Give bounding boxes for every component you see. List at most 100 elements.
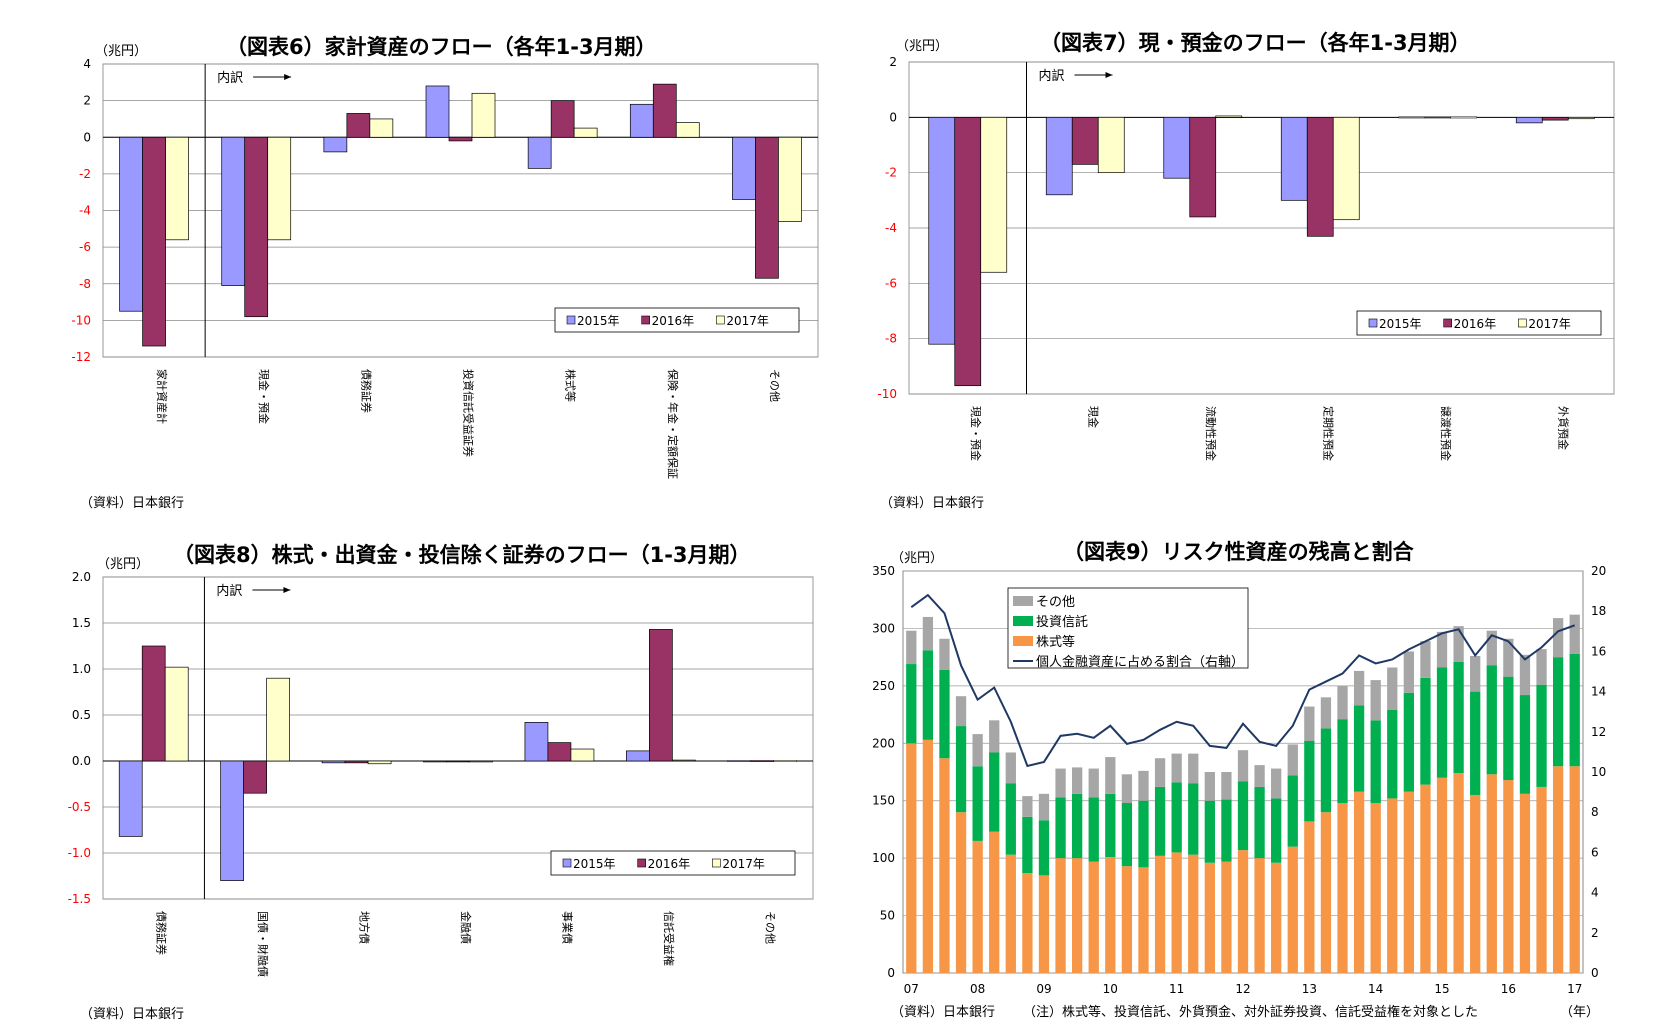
- fig9-bar-segment: [1072, 793, 1083, 859]
- fig9-bar-segment: [1320, 728, 1332, 813]
- fig6-bar: [527, 136, 552, 169]
- fig9-bar-segment: [1337, 685, 1348, 720]
- fig9-bar-segment: [1105, 757, 1116, 794]
- fig9-y-tick-label: 250: [872, 679, 895, 693]
- fig9-bar-segment: [1552, 657, 1564, 767]
- fig9-x-tick-label: 11: [1169, 982, 1184, 996]
- fig6-y-tick-label: -12: [71, 350, 91, 364]
- fig9-x-tick-label: 14: [1368, 982, 1383, 996]
- fig9-bar-segment: [906, 664, 917, 744]
- fig9-bar-segment: [989, 752, 1000, 832]
- fig9-bar-segment: [1204, 862, 1215, 973]
- fig9-bar-segment: [989, 831, 1000, 973]
- fig6-legend-swatch: [566, 315, 576, 325]
- fig6-category-label: その他: [768, 369, 781, 402]
- fig9-y2-tick-label: 4: [1591, 886, 1599, 900]
- fig6-bar: [573, 127, 598, 138]
- fig7-category-label: 外貨預金: [1556, 406, 1570, 450]
- fig8-breakdown-arrowhead: [283, 587, 291, 593]
- fig9-y2-tick-label: 10: [1591, 765, 1606, 779]
- fig8-category-label: 事業債: [560, 911, 574, 944]
- fig9-bar-segment: [922, 616, 934, 651]
- fig7-y-tick-label: 0: [889, 110, 897, 124]
- fig9-bar-segment: [922, 739, 934, 973]
- fig9-bar-segment: [1486, 774, 1497, 973]
- fig9-y2-tick-label: 18: [1591, 604, 1606, 618]
- fig9-bar-segment: [922, 650, 934, 740]
- fig9-bar-segment: [1569, 653, 1580, 767]
- fig6-bar: [425, 85, 450, 138]
- fig6-category-label: 保険・年金・定額保証: [666, 369, 680, 479]
- fig6-category-label: 現金・預金: [257, 369, 271, 424]
- fig9-bar-segment: [906, 743, 917, 973]
- fig9-y2-tick-label: 8: [1591, 805, 1599, 819]
- fig8-title: （図表8）株式・出資金・投信除く証券のフロー（1-3月期）: [173, 543, 751, 567]
- fig9-bar-segment: [1503, 676, 1514, 781]
- fig8-category-label: 国債・財融債: [256, 911, 270, 977]
- fig9-y2-tick-label: 14: [1591, 685, 1606, 699]
- fig8-category-label: その他: [763, 911, 776, 944]
- fig9-x-tick-label: 09: [1036, 982, 1051, 996]
- fig6-bar: [652, 83, 677, 138]
- fig9-bar-segment: [1420, 641, 1431, 678]
- fig7-category-label: 現金・預金: [969, 406, 983, 461]
- fig6-bar: [755, 136, 779, 279]
- fig9-bar-segment: [1221, 772, 1232, 800]
- fig9-y-tick-label: 50: [880, 909, 895, 923]
- fig9-bar-segment: [1552, 618, 1564, 658]
- fig9-bar-segment: [1038, 793, 1050, 821]
- fig8-legend-box: [550, 850, 796, 876]
- fig9-unit: （兆円）: [891, 551, 944, 566]
- fig7-bar: [1398, 116, 1425, 119]
- fig8-bar: [164, 666, 189, 762]
- fig8-bar: [321, 760, 346, 764]
- fig6-bar: [778, 136, 802, 222]
- fig9-bar-segment: [1503, 638, 1514, 677]
- fig9-y-tick-label: 0: [887, 966, 895, 980]
- fig8-bar: [570, 748, 595, 762]
- fig9-y-tick-label: 350: [872, 564, 895, 578]
- fig7-bar: [1189, 116, 1217, 218]
- fig9-bar-segment: [1436, 667, 1448, 778]
- fig9-x-tick-label: 12: [1235, 982, 1250, 996]
- fig6-bar: [369, 118, 394, 138]
- fig9-source: （資料）日本銀行: [891, 1005, 996, 1020]
- fig8-y-tick-label: 1.0: [72, 662, 91, 676]
- fig7-category-label: 定期性預金: [1321, 406, 1335, 461]
- fig6-legend-swatch: [716, 315, 725, 325]
- fig9-y2-tick-label: 0: [1591, 966, 1599, 980]
- fig8-bar: [649, 629, 673, 762]
- fig9-bar-segment: [1453, 626, 1464, 662]
- fig7-bar: [1215, 115, 1243, 118]
- fig9-bar-segment: [989, 720, 1000, 753]
- fig8-bar: [469, 760, 493, 763]
- fig6-bar: [323, 136, 348, 153]
- fig9-bar-segment: [1370, 720, 1381, 804]
- fig8-bar: [266, 677, 290, 762]
- fig9-legend-swatch: [1013, 636, 1033, 646]
- fig9-bar-segment: [1569, 614, 1580, 654]
- fig7-y-tick-label: -8: [885, 332, 897, 346]
- fig7-bar: [1045, 116, 1073, 196]
- fig9-bar-segment: [1287, 846, 1298, 973]
- fig9-bar-segment: [1519, 793, 1531, 973]
- fig9-bar-segment: [1536, 786, 1547, 973]
- fig7-legend-label: 2016年: [1454, 317, 1497, 331]
- fig9-bar-segment: [1353, 791, 1365, 973]
- fig8-y-tick-label: 0.0: [72, 754, 91, 768]
- fig7-legend-swatch: [1368, 318, 1378, 328]
- fig9-bar-segment: [972, 734, 983, 767]
- fig6-bar: [142, 136, 166, 347]
- fig9-bar-segment: [1188, 854, 1199, 973]
- fig7-bar: [1515, 116, 1543, 124]
- fig8-bar: [626, 750, 650, 762]
- fig6-legend-swatch: [641, 315, 650, 325]
- fig6-y-tick-label: 4: [83, 57, 91, 71]
- fig9-bar-segment: [1171, 782, 1182, 853]
- fig8-source: （資料）日本銀行: [80, 1007, 185, 1022]
- fig9-bar-segment: [1486, 665, 1497, 775]
- fig8-y-tick-label: 2.0: [72, 570, 91, 584]
- fig9-bar-segment: [1121, 803, 1133, 867]
- fig9-xunit: （年）: [1560, 1005, 1600, 1020]
- fig9-bar-segment: [1519, 695, 1531, 794]
